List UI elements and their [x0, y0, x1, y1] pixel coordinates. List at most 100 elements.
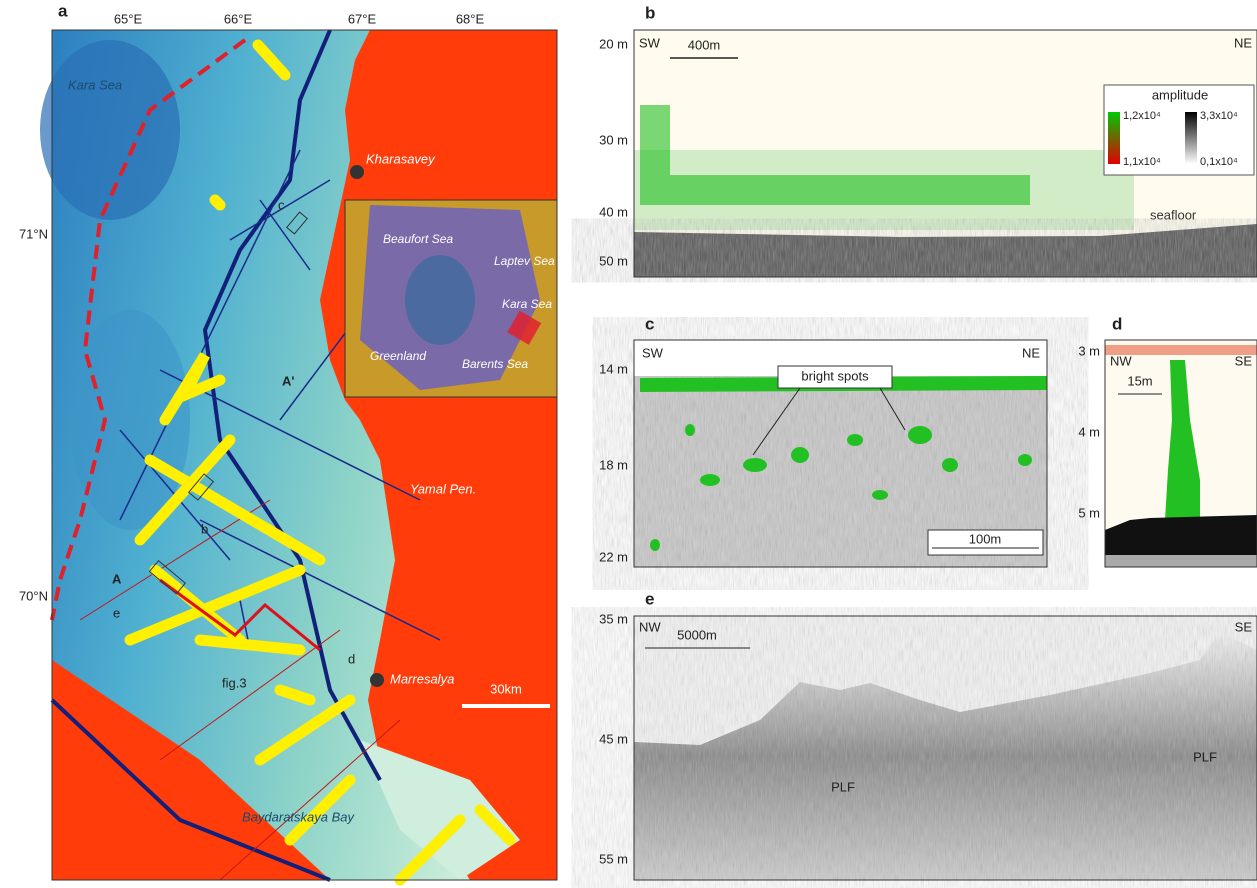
callout-box	[777, 365, 893, 389]
tracks	[124, 39, 516, 886]
marker: d	[348, 651, 355, 666]
panel-label: e	[645, 589, 654, 608]
place: Baydaratskaya Bay	[242, 809, 356, 824]
direction: SE	[1235, 353, 1253, 368]
inset-label: Kara Sea	[502, 297, 552, 311]
panel-label: a	[58, 1, 68, 20]
legend-ramp	[1185, 112, 1197, 164]
scale-label: 15m	[1127, 373, 1152, 388]
frame	[1104, 339, 1257, 568]
surface	[1105, 345, 1257, 355]
direction: NW	[639, 619, 661, 634]
legend-label: 1,1x10⁴	[1123, 156, 1161, 168]
lon-label: 66°E	[224, 11, 253, 26]
seafloor	[1105, 515, 1257, 560]
depth-label: 4 m	[1078, 424, 1100, 439]
legend-ramp	[1108, 112, 1120, 164]
depth-label: 18 m	[599, 457, 628, 472]
panel-label: b	[645, 3, 655, 22]
annotation: bright spots	[801, 368, 869, 383]
depth-label: 55 m	[599, 851, 628, 866]
box-e	[148, 560, 186, 595]
depth-label: 14 m	[599, 361, 628, 376]
depth-label: 3 m	[1078, 343, 1100, 358]
box-b	[187, 473, 215, 501]
frame	[633, 29, 1257, 278]
depth-label: 5 m	[1078, 505, 1100, 520]
direction: SE	[1235, 619, 1253, 634]
inset-label: Barents Sea	[462, 357, 528, 371]
scale-box	[927, 529, 1044, 556]
bay	[360, 740, 520, 880]
place: Marresalya	[390, 671, 454, 686]
arctic-deep	[405, 255, 475, 345]
place: Kharasavey	[366, 151, 436, 166]
seafloor-texture	[634, 224, 1257, 277]
panel-label: d	[1112, 314, 1122, 333]
red-lines	[79, 499, 401, 881]
scale-bar	[462, 704, 550, 708]
marker: fig.3	[222, 675, 247, 690]
direction: NE	[1234, 35, 1252, 50]
legend-label: 0,1x10⁴	[1200, 156, 1238, 168]
legend-title: amplitude	[1152, 87, 1208, 102]
deep-sea	[70, 310, 190, 530]
feature-label: PLF	[831, 779, 855, 794]
legend-label: 3,3x10⁴	[1200, 110, 1238, 122]
marker: A'	[282, 373, 294, 388]
direction: SW	[642, 345, 664, 360]
isobath	[50, 29, 382, 882]
feature-label: PLF	[1193, 749, 1217, 764]
land	[52, 660, 330, 880]
deep-sea	[40, 40, 180, 220]
depth-label: 40 m	[599, 204, 628, 219]
box-c	[286, 211, 308, 235]
depth-label: 22 m	[599, 549, 628, 564]
depth-label: 50 m	[599, 253, 628, 268]
depth-label: 30 m	[599, 132, 628, 147]
depth-label: 20 m	[599, 36, 628, 51]
panel-label: c	[645, 314, 654, 333]
sub-seafloor	[1105, 555, 1257, 567]
scale-label: 400m	[688, 37, 721, 52]
inset-label: Laptev Sea	[494, 254, 555, 268]
panel-b: b 20 m 30 m 40 m 50 m SW NE 400m amplitu…	[599, 3, 1257, 278]
frame	[633, 615, 1257, 881]
inset-label: Beaufort Sea	[383, 232, 453, 246]
callout-arrow	[752, 387, 906, 456]
texture	[634, 632, 1257, 880]
direction: NE	[1022, 345, 1040, 360]
marker: e	[113, 605, 120, 620]
site	[350, 165, 364, 179]
fig3-line	[159, 578, 321, 652]
panel-c: c 14 m 18 m 22 m SW NE bright spots 100m	[599, 314, 1048, 568]
lon-label: 65°E	[114, 11, 143, 26]
panel-d: d 3 m 4 m 5 m NW SE 15m	[1078, 314, 1257, 568]
lat-label: 70°N	[19, 588, 48, 603]
place: Yamal Pen.	[410, 481, 476, 496]
marker: c	[278, 197, 285, 212]
legend-label: 1,2x10⁴	[1123, 110, 1161, 122]
scale-label: 100m	[969, 531, 1002, 546]
annotation: seafloor	[1150, 207, 1197, 222]
direction: SW	[639, 35, 661, 50]
marker: A	[112, 571, 122, 586]
study-area	[507, 310, 542, 345]
scale-label: 5000m	[677, 627, 717, 642]
flare	[1165, 360, 1200, 520]
place: Kara Sea	[68, 77, 122, 92]
frame	[633, 339, 1048, 568]
panel-e: e 35 m 45 m 55 m NW SE 5000m PLF PLF	[599, 589, 1257, 881]
map-panel: 30km Beaufort Sea Laptev Sea Kara Sea Gr…	[19, 1, 558, 886]
green-plume	[640, 105, 670, 175]
site	[370, 673, 384, 687]
boundary	[50, 38, 247, 621]
direction: NW	[1110, 353, 1132, 368]
green-band	[640, 175, 1030, 205]
lat-label: 71°N	[19, 226, 48, 241]
lon-label: 68°E	[456, 11, 485, 26]
depth-label: 45 m	[599, 731, 628, 746]
bright-spots	[650, 424, 1032, 551]
legend-box	[1103, 84, 1255, 176]
